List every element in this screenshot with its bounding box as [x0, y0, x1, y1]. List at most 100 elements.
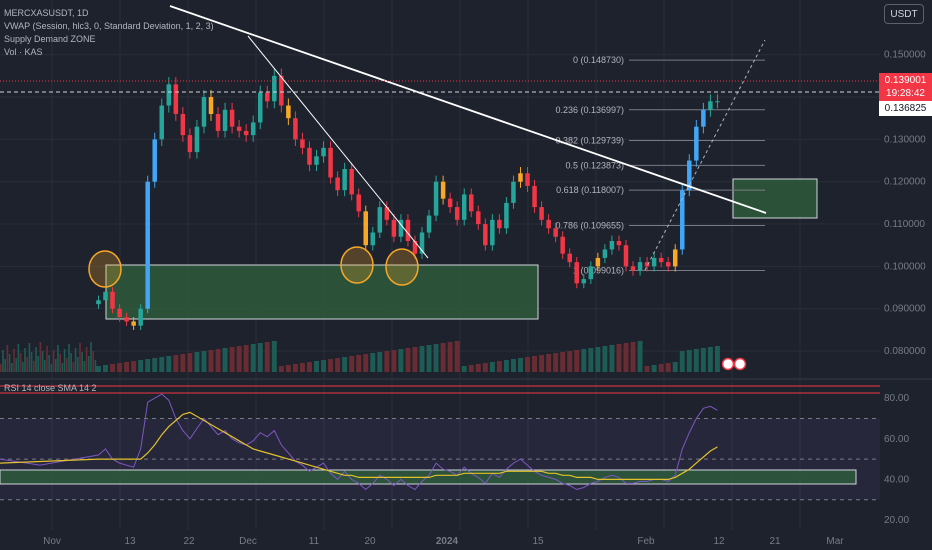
volume-bar	[41, 351, 44, 372]
candle-body	[384, 207, 390, 220]
time-axis-label: Feb	[637, 536, 655, 547]
volume-bar	[74, 348, 77, 372]
rsi-axis-label: 60.00	[884, 434, 909, 445]
trendlines	[169, 5, 767, 271]
us-flag-icon	[733, 357, 747, 371]
volume-indicator-label[interactable]: Vol · KAS	[4, 47, 43, 57]
projection-line	[644, 39, 766, 271]
volume-bar	[426, 345, 432, 372]
volume-bar	[398, 349, 404, 372]
candle-body	[328, 147, 333, 178]
currency-button[interactable]: USDT	[884, 4, 924, 24]
candle-body	[201, 97, 207, 127]
volume-bar	[686, 350, 692, 372]
candle-body	[138, 308, 143, 326]
volume-bar	[63, 349, 66, 372]
volume-bar	[623, 343, 629, 372]
candle-body	[370, 232, 376, 246]
us-flag-icon	[721, 357, 735, 371]
volume-bar	[208, 350, 214, 372]
rsi-axis-label: 20.00	[884, 515, 909, 526]
volume-bar	[292, 364, 298, 372]
crosshair-price-tag: 0.136825	[879, 101, 932, 116]
volume-bar	[278, 366, 284, 372]
volume-bar	[88, 356, 90, 372]
candle-body	[665, 262, 671, 267]
candle-body	[314, 156, 319, 165]
highlight-circle	[88, 250, 122, 288]
volume-bar	[651, 365, 657, 372]
volume-bar	[328, 359, 334, 372]
candle-body	[222, 109, 228, 131]
volume-bar	[468, 365, 474, 372]
volume-bar	[85, 347, 88, 372]
volume-bar	[363, 354, 369, 372]
volume-bar	[581, 349, 587, 372]
volume-bar	[475, 364, 481, 372]
volume-bar	[525, 357, 530, 372]
vwap-indicator-label[interactable]: VWAP (Session, hlc3, 0, Standard Deviati…	[4, 21, 214, 31]
volume-bar	[2, 350, 4, 372]
volume-bar	[26, 357, 28, 372]
candle-body	[124, 317, 129, 322]
price-axis-label: 0.090000	[884, 304, 926, 315]
rsi-sma-line	[0, 411, 718, 480]
candle-body	[236, 126, 242, 131]
time-axis-label: Nov	[43, 536, 61, 547]
volume-bar	[644, 366, 650, 372]
volume-bar	[96, 366, 101, 372]
volume-bar	[13, 349, 15, 372]
candle-body	[110, 291, 115, 309]
volume-bar	[8, 354, 11, 372]
candle-body	[708, 101, 713, 110]
main-trendline	[169, 5, 767, 214]
fib-level-label: 0.5 (0.123873)	[565, 160, 624, 170]
candle-body	[426, 215, 432, 233]
volume-bar	[510, 359, 516, 372]
volume-bar	[391, 350, 397, 372]
volume-bar	[28, 343, 31, 372]
price-axis-label: 0.080000	[884, 346, 926, 357]
volume-bar	[264, 342, 270, 372]
volume-bar	[33, 361, 35, 372]
candle-body	[701, 109, 706, 127]
candle-body	[630, 266, 636, 271]
volume-bar	[567, 351, 573, 372]
candle-body	[581, 279, 587, 284]
volume-bar	[335, 358, 341, 372]
volume-bar	[482, 363, 488, 372]
supply-demand-indicator-label[interactable]: Supply Demand ZONE	[4, 34, 96, 44]
volume-bar	[24, 348, 26, 372]
volume-bar	[454, 341, 460, 372]
volume-bar	[72, 362, 75, 372]
candle-body	[286, 105, 291, 119]
candle-body	[194, 126, 200, 153]
volume-bar	[489, 362, 495, 372]
candle-body	[279, 75, 284, 106]
volume-bar	[461, 366, 467, 372]
volume-bar	[15, 358, 17, 372]
candle-body	[623, 245, 629, 267]
volume-bar	[229, 347, 235, 372]
volume-bar	[48, 355, 50, 372]
volume-bar	[17, 344, 20, 372]
candle-body	[117, 308, 122, 318]
time-axis: Nov 13 22 Dec 11 20 2024 15 Feb 12 21 Mar	[43, 536, 844, 547]
symbol-title[interactable]: MERCXASUSDT, 1D	[4, 8, 89, 18]
candle-body	[272, 75, 277, 102]
rsi-pane: 80.00 60.00 40.00 20.00	[0, 393, 909, 526]
volume-bar	[658, 364, 664, 372]
candle-body	[616, 240, 622, 246]
volume-bar	[6, 345, 9, 372]
volume-bar	[131, 361, 137, 372]
time-axis-label: 15	[532, 536, 544, 547]
volume-bar	[79, 343, 81, 372]
rsi-indicator-label[interactable]: RSI 14 close SMA 14 2	[4, 383, 97, 393]
candle-body	[321, 147, 326, 157]
time-axis-label: 12	[713, 536, 725, 547]
candle-body	[307, 147, 312, 165]
volume-bar	[412, 347, 418, 372]
volume-bar	[103, 365, 108, 372]
candle-body	[532, 185, 537, 208]
